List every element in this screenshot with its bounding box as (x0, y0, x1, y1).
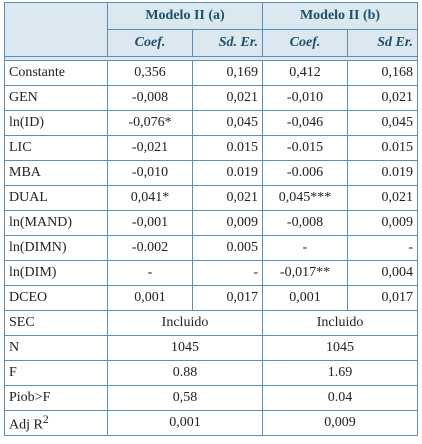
value-cell: 0,356 (107, 60, 193, 86)
row-label: DCEO (4, 285, 108, 311)
summary-value: 0.04 (262, 385, 419, 411)
table-row: ln(DIMN) -0.002 0.005- - (4, 235, 419, 261)
summary-value: 1045 (262, 335, 419, 361)
sub-header: Sd. Er. (191, 29, 264, 57)
value-cell: - (347, 235, 419, 261)
row-label: GEN (4, 85, 108, 111)
row-label: Adj R2 (4, 410, 108, 436)
row-label: F (4, 360, 108, 386)
value-cell: -0,017** (262, 260, 349, 286)
summary-value: 1045 (106, 335, 264, 361)
row-label: Constante (4, 60, 108, 86)
row-label: ln(DIMN) (4, 235, 108, 261)
value-cell: 0,017 (347, 285, 419, 311)
value-cell: -0,008 (262, 210, 349, 236)
label-superscript: 2 (42, 412, 49, 426)
row-label: LIC (4, 135, 108, 161)
row-label: N (4, 335, 108, 361)
table-row: LIC -0,021 0.015 -0.015 0.015 (4, 135, 419, 161)
row-label: MBA (4, 160, 108, 186)
summary-value: 0,58 (106, 385, 264, 411)
value-cell: -0,076* (107, 110, 193, 136)
value-cell: 0,412 (262, 60, 349, 86)
row-label: Piob>F (4, 385, 108, 411)
table-row: GEN -0,008 0,021 -0,010 0,021 (4, 85, 419, 111)
value-cell: 0.019 (191, 160, 264, 186)
table-row: Coef. Sd. Er. Coef. Sd Er. (5, 29, 419, 57)
value-cell: 0.005 (191, 235, 264, 261)
table-row: DUAL 0,041* 0,021 0,045*** 0,021 (4, 185, 419, 211)
value-cell: 0,017 (191, 285, 264, 311)
table-row: N 1045 1045 (4, 335, 419, 361)
value-cell: -0.002 (107, 235, 193, 261)
value-cell: 0,021 (347, 185, 419, 211)
value-cell: 0,041* (107, 185, 193, 211)
value-cell: 0,021 (191, 85, 264, 111)
results-table: Modelo II (a) Modelo II (b) Coef. Sd. Er. Co… (3, 2, 419, 436)
value-cell: 0,021 (191, 185, 264, 211)
table-row: ln(MAND) -0,001 0,009 -0,008 0,009 (4, 210, 419, 236)
value-cell: 0,021 (347, 85, 419, 111)
value-cell: 0,009 (347, 210, 419, 236)
value-cell: - (191, 260, 264, 286)
corner-cell (4, 2, 108, 57)
group-header: Modelo II (b) (262, 2, 419, 30)
summary-value: 0,009 (262, 410, 419, 436)
table-body: Modelo II (a) Modelo II (b) Coef. Sd. Er. Co… (3, 2, 419, 436)
row-label: ln(MAND) (4, 210, 108, 236)
table-row: Modelo II (a) Modelo II (b) (4, 2, 419, 57)
value-cell: 0,045*** (262, 185, 349, 211)
summary-value: 0.88 (106, 360, 264, 386)
value-cell: 0,169 (191, 60, 264, 86)
value-cell: - (107, 260, 193, 286)
value-cell: 0,001 (107, 285, 193, 311)
sub-header: Coef. (107, 29, 193, 57)
value-cell: -0,001 (107, 210, 193, 236)
group-header: Modelo II (a) (106, 2, 264, 30)
table-row: ln(DIM) - - -0,017** 0,004 (4, 260, 419, 286)
sub-header: Coef. (262, 29, 349, 57)
value-cell: 0,045 (191, 110, 264, 136)
value-cell: 0.015 (191, 135, 264, 161)
table-row: DCEO 0,001 0,017 0,001 0,017 (4, 285, 419, 311)
value-cell: 0.015 (347, 135, 419, 161)
value-cell: -0,021 (107, 135, 193, 161)
label-text: Adj R (9, 417, 43, 433)
table-row: Adj R2 0,001 0,009 (4, 410, 419, 436)
value-cell: 0.019 (347, 160, 419, 186)
sub-header: Sd Er. (347, 29, 419, 57)
value-cell: 0,045 (347, 110, 419, 136)
value-cell: 0,004 (347, 260, 419, 286)
summary-value: 0,001 (106, 410, 264, 436)
value-cell: -0.015 (262, 135, 349, 161)
row-label: SEC (4, 310, 108, 336)
table-row: Piob>F 0,58 0.04 (4, 385, 419, 411)
row-label: ln(DIM) (4, 260, 108, 286)
summary-value: Incluido (106, 310, 264, 336)
summary-value: 1.69 (262, 360, 419, 386)
table-row: SEC Incluido Incluido (4, 310, 419, 336)
value-cell: -0.006 (262, 160, 349, 186)
value-cell: 0,168 (347, 60, 419, 86)
table-row: Constante 0,356 0,169 0,412 0,168 (4, 60, 419, 86)
table-row: MBA -0,010 0.019 -0.006 0.019 (4, 160, 419, 186)
row-label: DUAL (4, 185, 108, 211)
value-cell: 0,009 (191, 210, 264, 236)
value-cell: -0,010 (262, 85, 349, 111)
value-cell: -0,046 (262, 110, 349, 136)
value-cell: -0,008 (107, 85, 193, 111)
table-row: ln(ID) -0,076* 0,045 -0,046 0,045 (4, 110, 419, 136)
row-label: ln(ID) (4, 110, 108, 136)
value-cell: 0,001 (262, 285, 349, 311)
value-cell: -0,010 (107, 160, 193, 186)
value-cell: - (262, 235, 349, 261)
table-row: F 0.88 1.69 (4, 360, 419, 386)
summary-value: Incluido (262, 310, 419, 336)
